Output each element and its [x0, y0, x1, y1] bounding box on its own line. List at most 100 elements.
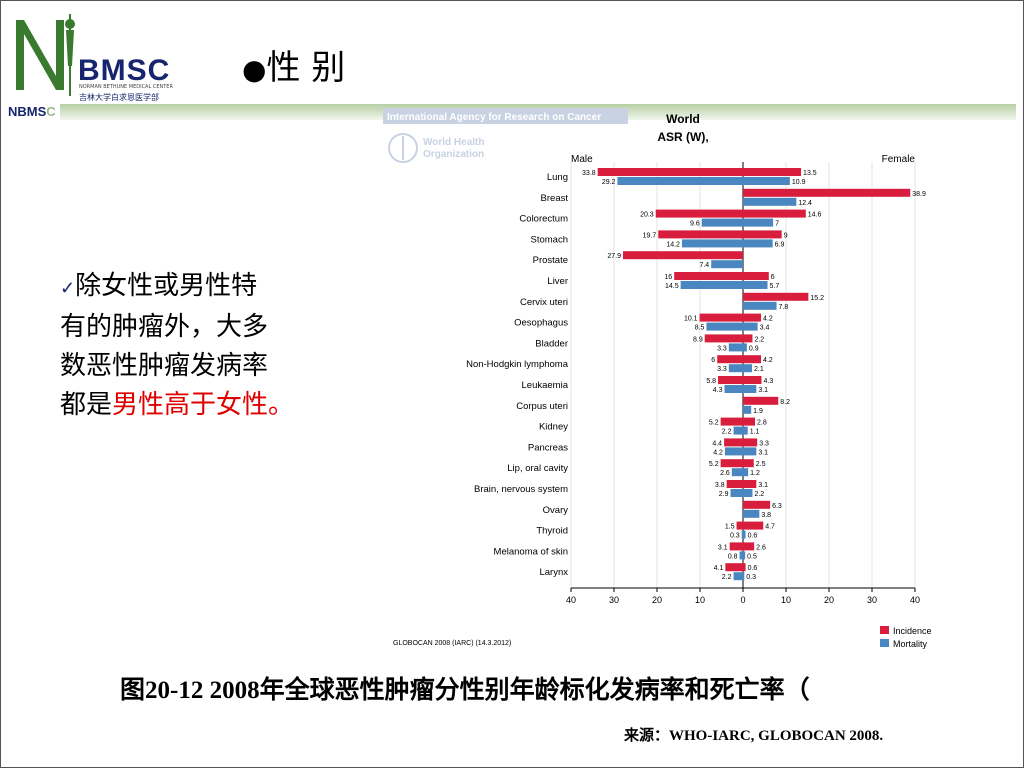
female-incidence-bar-label: 6.3 — [772, 503, 782, 510]
male-incidence-bar-label: 20.3 — [640, 212, 654, 219]
male-mortality-bar — [733, 572, 743, 581]
female-mortality-bar-label: 1.2 — [750, 470, 760, 477]
male-mortality-bar — [617, 177, 743, 185]
female-incidence-bar-label: 3.3 — [759, 440, 769, 447]
male-incidence-bar-label: 5.2 — [709, 420, 719, 427]
male-incidence-bar-label: 27.9 — [607, 253, 621, 260]
male-incidence-bar — [720, 459, 743, 468]
female-mortality-bar — [743, 281, 768, 289]
body-line-1-text: 除女性或男性特 — [75, 271, 258, 301]
figure-caption: 图20-12 2008年全球恶性肿瘤分性别年龄标化发病率和死亡率（ — [120, 677, 810, 704]
male-mortality-bar — [741, 530, 743, 539]
category-label: Leukaemia — [522, 380, 569, 391]
female-incidence-bar — [743, 188, 911, 197]
male-incidence-bar — [729, 542, 743, 551]
female-incidence-bar-label: 2.2 — [754, 336, 764, 343]
male-mortality-bar-label: 3.3 — [717, 345, 727, 352]
x-tick-label: 40 — [566, 595, 576, 605]
male-mortality-bar — [681, 239, 743, 248]
male-mortality-bar-label: 2.2 — [722, 429, 732, 436]
female-incidence-bar-label: 14.6 — [808, 212, 822, 219]
female-mortality-bar-label: 1.9 — [753, 408, 763, 415]
female-incidence-bar-label: 6 — [771, 274, 775, 281]
female-incidence-bar — [743, 334, 753, 343]
female-mortality-bar-label: 10.9 — [792, 179, 806, 186]
female-mortality-bar-label: 0.6 — [748, 533, 758, 540]
body-line-3: 数恶性肿瘤发病率 — [60, 351, 269, 381]
male-incidence-bar-label: 3.1 — [718, 544, 728, 551]
male-incidence-bar — [623, 251, 743, 260]
male-incidence-bar-label: 4.1 — [714, 565, 724, 572]
body-line-2: 有的肿瘤外，大多 — [60, 312, 269, 342]
category-label: Brain, nervous system — [474, 484, 568, 495]
agency-banner-text: International Agency for Research on Can… — [387, 112, 601, 123]
male-incidence-bar-label: 10.1 — [684, 316, 698, 323]
male-incidence-bar — [736, 521, 743, 530]
logo-chinese: 吉林大学白求恩医学部 — [79, 93, 159, 102]
category-label: Lung — [547, 172, 568, 183]
male-incidence-bar — [674, 272, 743, 280]
female-mortality-bar — [743, 301, 777, 310]
female-mortality-bar-label: 0.5 — [747, 553, 757, 560]
female-incidence-bar — [743, 563, 746, 572]
male-incidence-bar — [597, 168, 743, 176]
agency-banner — [383, 108, 628, 124]
body-line-4-plain: 都是 — [60, 390, 113, 420]
male-mortality-bar-label: 9.6 — [690, 221, 700, 228]
female-incidence-bar-label: 2.5 — [756, 461, 766, 468]
logo-subtitle: NORMAN BETHUNE MEDICAL CENTER — [79, 84, 173, 90]
male-mortality-bar-label: 2.9 — [719, 491, 729, 498]
male-mortality-bar — [733, 426, 743, 435]
category-label: Non-Hodgkin lymphoma — [466, 359, 569, 370]
who-name-line-1: World Health — [423, 137, 484, 148]
cancer-asr-chart: International Agency for Research on Can… — [383, 108, 932, 649]
category-label: Thyroid — [536, 526, 568, 537]
male-mortality-bar-label: 2.6 — [720, 470, 730, 477]
female-incidence-bar — [743, 209, 806, 218]
male-mortality-bar — [711, 260, 743, 269]
male-mortality-bar — [730, 489, 743, 497]
category-label: Stomach — [531, 234, 569, 245]
female-incidence-bar-label: 8.2 — [780, 399, 790, 406]
legend-swatch — [880, 639, 889, 647]
female-incidence-bar-label: 2.8 — [757, 420, 767, 427]
female-mortality-bar-label: 0.3 — [746, 574, 756, 581]
x-tick-label: 0 — [740, 595, 745, 605]
male-mortality-bar — [724, 447, 743, 456]
category-label: Ovary — [543, 505, 569, 516]
female-incidence-bar-label: 0.6 — [748, 565, 758, 572]
female-mortality-bar — [743, 322, 758, 331]
chart-title-line-1: World — [666, 112, 700, 126]
female-mortality-bar — [743, 343, 747, 352]
female-mortality-bar — [743, 447, 757, 456]
male-mortality-bar-label: 4.2 — [713, 449, 723, 456]
x-tick-label: 20 — [824, 595, 834, 605]
female-incidence-bar-label: 4.2 — [763, 357, 773, 364]
female-incidence-bar — [743, 355, 762, 364]
male-incidence-bar — [725, 563, 743, 572]
male-mortality-bar-label: 4.3 — [713, 387, 723, 394]
male-mortality-bar-label: 14.2 — [666, 241, 680, 248]
male-incidence-bar-label: 16 — [664, 274, 672, 281]
bmsc-logo: BMSC NORMAN BETHUNE MEDICAL CENTER 吉林大学白… — [8, 6, 198, 102]
x-tick-label: 30 — [867, 595, 877, 605]
category-label: Lip, oral cavity — [507, 463, 568, 474]
female-incidence-bar — [743, 313, 762, 322]
category-label: Bladder — [535, 338, 568, 349]
female-incidence-bar — [743, 500, 771, 509]
male-incidence-bar-label: 1.5 — [725, 524, 735, 531]
male-mortality-bar-label: 0.8 — [728, 553, 738, 560]
female-incidence-bar — [743, 542, 755, 551]
female-mortality-bar — [743, 509, 760, 518]
male-mortality-bar — [680, 281, 743, 289]
body-line-1: ✓除女性或男性特 — [60, 267, 390, 308]
female-incidence-bar — [743, 396, 779, 405]
who-name-line-2: Organization — [423, 149, 484, 160]
female-incidence-bar — [743, 292, 809, 301]
x-tick-label: 40 — [910, 595, 920, 605]
female-incidence-bar-label: 9 — [784, 232, 788, 239]
male-incidence-bar-label: 6 — [711, 357, 715, 364]
figure-source: 来源：WHO-IARC, GLOBOCAN 2008. — [624, 728, 884, 744]
male-incidence-bar-label: 19.7 — [643, 232, 657, 239]
female-mortality-bar-label: 7.8 — [779, 304, 789, 311]
